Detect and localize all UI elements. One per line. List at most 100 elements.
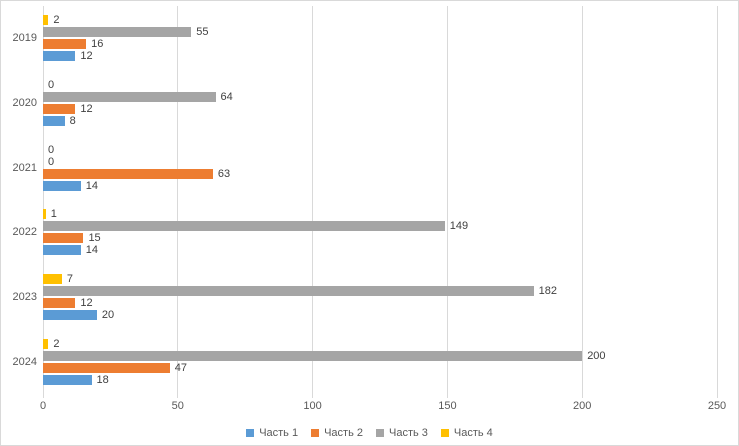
bar-row-series3-2020: 64 xyxy=(43,91,717,103)
legend-swatch-series4 xyxy=(440,429,449,437)
bar-row-series3-2023: 182 xyxy=(43,286,717,297)
bar-groups: 2 55 16 12 0 64 12 8 0 0 63 14 1 149 15 14 7 182 12 20 2 200 4… xyxy=(43,6,717,394)
legend-item-series3: Часть 3 xyxy=(376,427,428,439)
bar-group-2022: 1 149 15 14 xyxy=(43,200,717,265)
gridline-0 xyxy=(42,6,44,394)
bar-series3-2024 xyxy=(43,350,583,361)
bar-row-series1-2022: 14 xyxy=(43,244,717,257)
bar-row-series4-2024: 2 xyxy=(43,337,717,350)
legend: Часть 1 Часть 2 Часть 3 Часть 4 xyxy=(1,427,738,439)
data-label-series3-2020: 64 xyxy=(220,91,233,103)
bar-series4-2019 xyxy=(43,15,49,26)
axis-tick-250 xyxy=(716,394,718,398)
data-label-series1-2021: 14 xyxy=(85,179,98,192)
bar-series1-2019 xyxy=(43,51,76,62)
bar-row-series3-2022: 149 xyxy=(43,221,717,232)
legend-label-series2: Часть 2 xyxy=(324,427,363,439)
bar-row-series2-2019: 16 xyxy=(43,38,717,51)
bar-group-2024: 2 200 47 18 xyxy=(43,329,717,394)
bar-series2-2019 xyxy=(43,39,87,50)
legend-item-series4: Часть 4 xyxy=(440,427,493,439)
legend-swatch-series3 xyxy=(376,429,384,437)
bar-group-2021: 0 0 63 14 xyxy=(43,135,717,200)
bar-series3-2022 xyxy=(43,221,445,232)
axis-tick-200 xyxy=(581,394,583,398)
x-tick-label-0: 0 xyxy=(39,400,47,412)
gridline-150 xyxy=(446,6,448,394)
y-axis-category-labels: 2019 2020 2021 2022 2023 2024 xyxy=(1,6,37,394)
category-label-2024: 2024 xyxy=(12,355,37,368)
data-label-series4-2021: 0 xyxy=(48,143,55,156)
axis-tick-0 xyxy=(42,394,44,398)
bar-row-series3-2019: 55 xyxy=(43,26,717,39)
bar-row-series2-2021: 63 xyxy=(43,168,717,179)
data-label-series4-2019: 2 xyxy=(53,14,60,27)
bar-row-series1-2024: 18 xyxy=(43,373,717,386)
bar-series1-2021 xyxy=(43,180,81,191)
legend-label-series1: Часть 1 xyxy=(259,427,299,439)
gridline-200 xyxy=(581,6,583,394)
bar-row-series2-2023: 12 xyxy=(43,297,717,310)
x-tick-label-50: 50 xyxy=(171,400,184,412)
bar-series3-2019 xyxy=(43,27,192,38)
bar-series2-2023 xyxy=(43,298,76,309)
category-label-2020: 2020 xyxy=(12,97,37,109)
bar-series4-2022 xyxy=(43,209,46,220)
bar-series4-2023 xyxy=(43,274,62,285)
bar-series2-2022 xyxy=(43,233,84,244)
category-label-2019: 2019 xyxy=(12,32,37,45)
bar-series1-2023 xyxy=(43,310,97,321)
bar-row-series1-2019: 12 xyxy=(43,50,717,63)
data-label-series1-2019: 12 xyxy=(80,50,93,63)
legend-label-series3: Часть 3 xyxy=(389,427,428,439)
data-label-series2-2024: 47 xyxy=(174,361,187,374)
data-label-series2-2022: 15 xyxy=(88,232,101,245)
bar-row-series1-2021: 14 xyxy=(43,179,717,192)
legend-swatch-series2 xyxy=(311,429,320,437)
bar-series4-2024 xyxy=(43,338,49,349)
x-tick-label-100: 100 xyxy=(303,400,322,412)
gridline-50 xyxy=(177,6,179,394)
data-label-series2-2019: 16 xyxy=(91,38,104,51)
gridline-100 xyxy=(312,6,314,394)
x-tick-label-200: 200 xyxy=(573,400,592,412)
bar-group-2019: 2 55 16 12 xyxy=(43,6,717,71)
category-label-2021: 2021 xyxy=(12,161,37,174)
data-label-series2-2020: 12 xyxy=(80,103,93,115)
bar-row-series4-2021: 0 xyxy=(43,143,717,156)
bar-series1-2024 xyxy=(43,374,92,385)
legend-label-series4: Часть 4 xyxy=(453,427,493,439)
bar-row-series4-2023: 7 xyxy=(43,274,717,285)
bar-row-series2-2024: 47 xyxy=(43,361,717,374)
bar-series3-2023 xyxy=(43,286,534,297)
legend-item-series2: Часть 2 xyxy=(311,427,363,439)
data-label-series1-2024: 18 xyxy=(96,373,109,386)
data-label-series4-2024: 2 xyxy=(53,337,60,350)
bar-row-series4-2020: 0 xyxy=(43,79,717,91)
bar-row-series3-2024: 200 xyxy=(43,349,717,362)
data-label-series3-2019: 55 xyxy=(196,26,209,39)
bar-group-2020: 0 64 12 8 xyxy=(43,71,717,136)
data-label-series3-2021: 0 xyxy=(48,155,55,168)
data-label-series1-2020: 8 xyxy=(69,115,76,127)
bar-row-series3-2021: 0 xyxy=(43,155,717,168)
data-label-series4-2020: 0 xyxy=(48,79,55,91)
bar-series1-2022 xyxy=(43,245,81,256)
data-label-series1-2022: 14 xyxy=(85,244,98,257)
bar-row-series4-2022: 1 xyxy=(43,208,717,221)
axis-tick-100 xyxy=(312,394,314,398)
bar-series2-2020 xyxy=(43,104,76,114)
bar-row-series4-2019: 2 xyxy=(43,14,717,27)
x-tick-label-150: 150 xyxy=(438,400,457,412)
bar-series1-2020 xyxy=(43,116,65,126)
data-label-series4-2022: 1 xyxy=(50,208,57,221)
axis-tick-50 xyxy=(177,394,179,398)
data-label-series1-2023: 20 xyxy=(101,309,115,322)
category-label-2023: 2023 xyxy=(12,291,37,303)
data-label-series2-2023: 12 xyxy=(80,297,93,310)
data-label-series3-2024: 200 xyxy=(587,349,606,362)
x-tick-label-250: 250 xyxy=(707,400,727,412)
gridline-250 xyxy=(716,6,718,394)
category-label-2022: 2022 xyxy=(12,226,37,239)
